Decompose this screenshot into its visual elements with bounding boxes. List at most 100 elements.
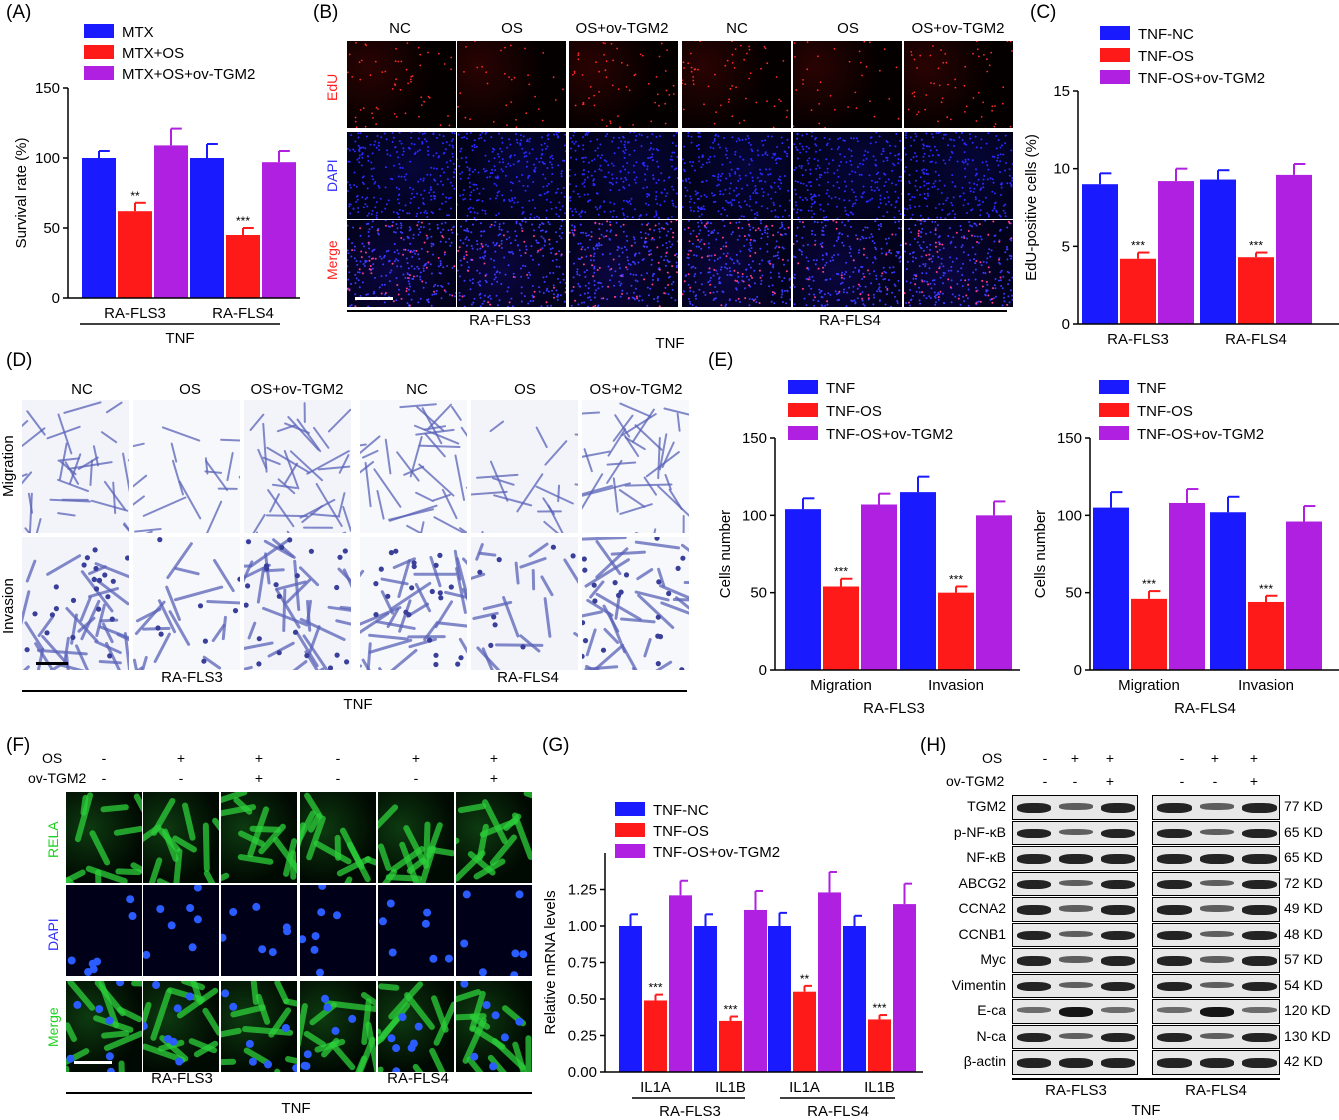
micrograph-merge — [66, 981, 142, 1072]
cell-shapes — [300, 792, 376, 883]
micrograph-rela — [456, 792, 532, 883]
bar — [1210, 512, 1246, 670]
legend-label-2: TNF-OS — [826, 403, 882, 420]
y-tick-label: 150 — [1057, 430, 1082, 447]
cell-signal — [793, 41, 900, 128]
bar — [1082, 184, 1118, 324]
legend-swatch-2 — [1099, 403, 1129, 417]
micrograph-edu — [904, 41, 1013, 128]
y-axis-label: Cells number — [1032, 510, 1049, 598]
protein-band — [1017, 879, 1051, 890]
group-line — [22, 690, 687, 692]
cell-signal — [221, 902, 292, 957]
protein-band — [1242, 1032, 1277, 1043]
x-tick-label: IL1B — [715, 1079, 746, 1096]
blot-strip — [1012, 922, 1138, 947]
y-tick-label: 50 — [750, 585, 767, 602]
significance-label: *** — [236, 214, 250, 228]
cell-line-label: RA-FLS4 — [819, 312, 881, 329]
micrograph-dapi — [682, 132, 791, 219]
legend-swatch-2 — [788, 403, 818, 417]
legend-swatch-3 — [788, 426, 818, 440]
y-tick-label: 1.25 — [568, 882, 597, 899]
cell-shapes — [582, 402, 689, 533]
ov-tgm2-label: ov-TGM2 — [946, 773, 1005, 789]
micrograph-edu — [347, 41, 456, 128]
treatment-label: TNF — [655, 335, 685, 352]
panel-label-a: (A) — [6, 2, 32, 23]
protein-label: E-ca — [977, 1002, 1006, 1018]
micrograph-invasion — [471, 537, 578, 670]
ov-tgm2-sign: - — [1179, 773, 1185, 789]
chart-g-mrna-levels: TNF-NC TNF-OS TNF-OS+ov-TGM2 0.00 0.25 0.50 0.… — [542, 802, 923, 1120]
bar — [694, 926, 717, 1072]
band-size-label: 65 KD — [1284, 823, 1323, 840]
y-axis-label: EdU-positive cells (%) — [1023, 134, 1040, 281]
chart-c-edu-positive: TNF-NC TNF-OS TNF-OS+ov-TGM2 0 5 10 15 EdU-posi… — [1023, 26, 1339, 348]
y-tick-label: 0 — [1062, 316, 1070, 333]
group-line — [1012, 1078, 1280, 1080]
protein-band — [1242, 1058, 1277, 1068]
row-label-edu: EdU — [324, 73, 340, 101]
protein-band — [1017, 1007, 1051, 1014]
micrograph-merge — [143, 981, 219, 1072]
bar — [818, 892, 841, 1072]
blot-strip — [1152, 1050, 1280, 1075]
y-tick-label: 0.75 — [568, 955, 597, 972]
y-tick-label: 0 — [52, 290, 60, 307]
cell-signal — [904, 132, 1013, 219]
row-label-dapi: DAPI — [45, 917, 61, 951]
os-label: OS — [982, 750, 1003, 766]
blot-strip — [1152, 795, 1280, 820]
cell-shapes — [378, 981, 454, 1072]
cell-signal — [378, 899, 453, 963]
significance-label: ** — [800, 972, 810, 986]
cell-signal — [347, 41, 453, 128]
cell-signal — [457, 41, 564, 128]
band-size-label: 77 KD — [1284, 798, 1323, 814]
x-tick-label: RA-FLS4 — [212, 305, 274, 322]
protein-band — [1017, 803, 1051, 813]
protein-band — [1199, 956, 1235, 963]
ov-tgm2-sign: - — [335, 770, 341, 786]
micrograph-rela — [378, 792, 454, 883]
legend-label-2: MTX+OS — [122, 45, 184, 62]
blot-strip — [1012, 973, 1138, 998]
y-axis-label: Cells number — [717, 510, 734, 598]
row-label-dapi: DAPI — [324, 158, 340, 192]
column-label: OS — [501, 20, 523, 37]
cell-line-label: RA-FLS4 — [1185, 1082, 1247, 1099]
cell-shapes — [456, 792, 532, 882]
cell-signal — [907, 41, 1013, 128]
bar — [823, 586, 859, 670]
blot-strip — [1152, 820, 1280, 845]
legend-label-1: MTX — [122, 24, 154, 41]
treatment-label: TNF — [281, 1100, 311, 1117]
micrograph-rela — [66, 792, 142, 883]
micrograph-dapi — [143, 885, 219, 976]
protein-band — [1101, 1007, 1135, 1014]
os-sign: + — [1210, 750, 1220, 766]
protein-band — [1242, 803, 1277, 813]
bar — [868, 1019, 891, 1072]
bar — [893, 904, 916, 1072]
micrograph-dapi — [457, 132, 566, 219]
significance-label: ** — [130, 189, 140, 203]
cell-signal — [67, 895, 137, 976]
os-sign: - — [1042, 750, 1048, 766]
protein-label: Vimentin — [951, 976, 1006, 993]
protein-band — [1101, 854, 1135, 864]
bar — [1120, 258, 1156, 324]
bar — [669, 895, 692, 1072]
cell-signal — [460, 890, 528, 976]
micrograph-dapi — [456, 885, 532, 976]
protein-band — [1101, 803, 1135, 813]
bar — [1238, 257, 1274, 324]
micrograph-edu — [682, 41, 791, 128]
protein-band — [1157, 879, 1192, 890]
micrograph-migration — [244, 400, 351, 533]
protein-band — [1017, 956, 1051, 966]
protein-label: Myc — [980, 951, 1006, 967]
cell-signal — [793, 132, 902, 219]
bar — [768, 926, 791, 1072]
